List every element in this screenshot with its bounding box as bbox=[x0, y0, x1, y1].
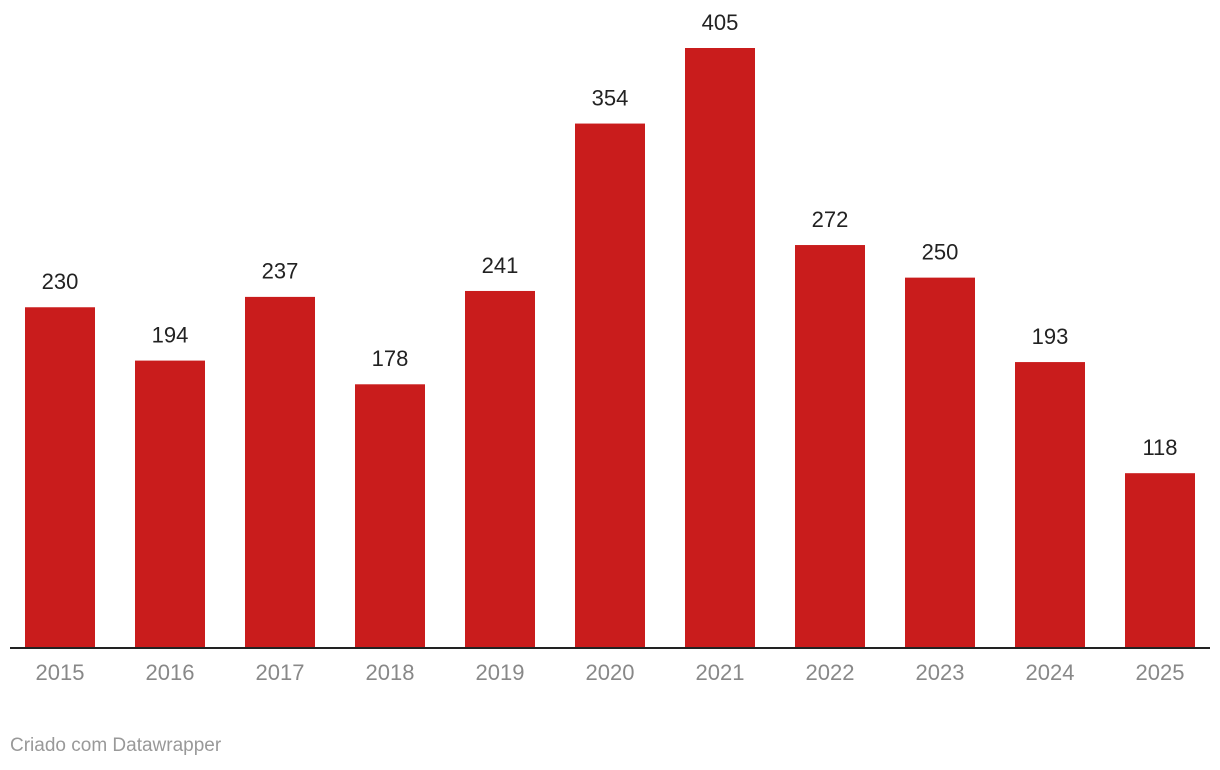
value-label: 118 bbox=[1142, 435, 1177, 460]
x-tick-label: 2015 bbox=[36, 660, 85, 685]
bar bbox=[355, 384, 425, 648]
bar bbox=[685, 48, 755, 648]
bar bbox=[1125, 473, 1195, 648]
bar bbox=[135, 360, 205, 648]
x-tick-label: 2024 bbox=[1026, 660, 1075, 685]
x-tick-label: 2022 bbox=[806, 660, 855, 685]
bar bbox=[465, 290, 535, 648]
x-tick-label: 2017 bbox=[256, 660, 305, 685]
value-label: 237 bbox=[262, 259, 299, 284]
bar bbox=[1015, 362, 1085, 648]
value-label: 272 bbox=[812, 207, 849, 232]
value-label: 194 bbox=[152, 322, 189, 347]
value-label: 250 bbox=[922, 239, 959, 264]
bar bbox=[245, 296, 315, 648]
value-label: 193 bbox=[1032, 324, 1069, 349]
bar bbox=[795, 245, 865, 648]
x-tick-label: 2020 bbox=[586, 660, 635, 685]
x-tick-label: 2016 bbox=[146, 660, 195, 685]
value-label: 354 bbox=[592, 85, 629, 110]
x-tick-label: 2019 bbox=[476, 660, 525, 685]
x-tick-label: 2018 bbox=[366, 660, 415, 685]
value-label: 178 bbox=[372, 346, 409, 371]
x-tick-label: 2025 bbox=[1136, 660, 1185, 685]
bar bbox=[25, 307, 95, 648]
x-tick-label: 2021 bbox=[696, 660, 745, 685]
value-label: 241 bbox=[482, 253, 519, 278]
footer: Criado com Datawrapper bbox=[10, 735, 222, 756]
bar bbox=[575, 123, 645, 649]
bar bbox=[905, 277, 975, 648]
value-label: 405 bbox=[702, 10, 739, 35]
x-tick-label: 2023 bbox=[916, 660, 965, 685]
value-label: 230 bbox=[42, 269, 79, 294]
